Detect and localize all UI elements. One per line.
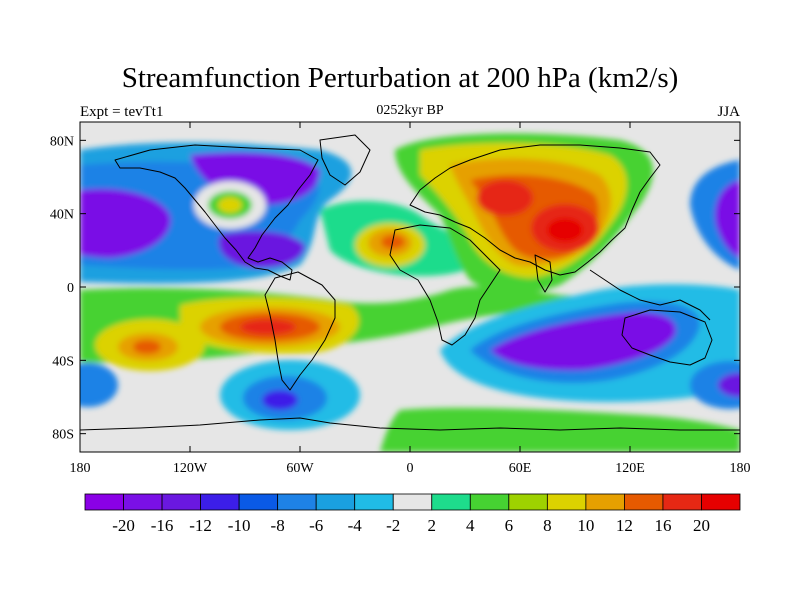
colorbar-label: -6: [309, 516, 323, 535]
y-tick-label: 0: [67, 281, 74, 296]
axis-ticks: 80N 40N 0 40S 80S 180 120W 60W 0 60E 120E 180: [50, 122, 751, 476]
colorbar-box: [315, 493, 356, 511]
colorbar-box: [200, 493, 240, 511]
coast-se-asia: [589, 269, 711, 321]
colorbar-label: 2: [428, 516, 437, 535]
colorbar-box: [238, 493, 279, 511]
colorbar-box: [431, 493, 471, 511]
coast-india: [534, 254, 553, 293]
colorbar: -20 -16 -12 -10 -8 -6 -4 -2 2 4 6 8 10 12 16 20: [84, 493, 741, 535]
colorbar-label: -16: [151, 516, 174, 535]
coast-antarctica: [80, 417, 740, 431]
eurasia-red-1: [477, 180, 533, 216]
colorbar-box: [469, 493, 510, 511]
colorbar-label: 6: [505, 516, 514, 535]
coast-eurasia: [409, 144, 661, 276]
x-tick-label: 0: [407, 461, 414, 476]
coast-north-america: [114, 144, 319, 281]
colorbar-box: [161, 493, 201, 511]
south-america-core: [240, 319, 296, 335]
sw-edge-low: [80, 363, 118, 407]
colorbar-label: -2: [386, 516, 400, 535]
contour-field: [80, 122, 740, 452]
colorbar-box: [701, 493, 741, 511]
plot-title: Streamfunction Perturbation at 200 hPa (…: [121, 62, 679, 94]
y-tick-label: 80N: [50, 134, 74, 149]
colorbar-box: [546, 493, 587, 511]
time-label: 0252kyr BP: [376, 103, 444, 118]
coast-australia: [621, 309, 713, 366]
colorbar-label: 10: [577, 516, 594, 535]
x-tick-label: 120E: [615, 461, 645, 476]
x-tick-label: 120W: [173, 461, 208, 476]
y-tick-label: 80S: [52, 428, 74, 443]
coast-africa: [389, 224, 501, 346]
colorbar-label: -8: [271, 516, 285, 535]
season-label: JJA: [717, 104, 740, 120]
indian-low-core: [490, 312, 676, 371]
colorbar-box: [354, 493, 394, 511]
colorbar-box: [277, 493, 317, 511]
coast-greenland: [319, 134, 371, 186]
experiment-label: Expt = tevTt1: [80, 104, 164, 120]
colorbar-box: [84, 493, 124, 511]
ring-yellow: [218, 197, 242, 213]
colorbar-box: [585, 493, 625, 511]
north-pacific-core: [80, 188, 171, 258]
colorbar-box: [123, 493, 163, 511]
west-pacific-core: [715, 180, 740, 258]
x-tick-label: 180: [70, 461, 91, 476]
coast-south-america: [264, 271, 336, 391]
colorbar-label: 8: [543, 516, 552, 535]
x-tick-label: 60E: [509, 461, 532, 476]
colorbar-box: [508, 493, 548, 511]
colorbar-label: -12: [189, 516, 212, 535]
x-tick-label: 180: [730, 461, 751, 476]
se-edge-core: [718, 373, 740, 397]
colorbar-label: 4: [466, 516, 475, 535]
south-pacific-red: [133, 340, 161, 354]
colorbar-box: [392, 493, 433, 511]
colorbar-label: 20: [693, 516, 710, 535]
colorbar-label: -4: [348, 516, 363, 535]
colorbar-label: -20: [112, 516, 135, 535]
colorbar-label: 16: [654, 516, 671, 535]
y-tick-label: 40N: [50, 208, 74, 223]
x-tick-label: 60W: [286, 461, 314, 476]
colorbar-box: [624, 493, 664, 511]
gulf-core: [218, 231, 305, 269]
southern-low-core: [262, 390, 298, 410]
colorbar-label: 12: [616, 516, 633, 535]
eurasia-core: [547, 218, 583, 242]
se-edge-low: [690, 361, 740, 409]
coastlines: [80, 134, 740, 431]
colorbar-box: [662, 493, 702, 511]
y-tick-label: 40S: [52, 354, 74, 369]
colorbar-label: -10: [228, 516, 251, 535]
